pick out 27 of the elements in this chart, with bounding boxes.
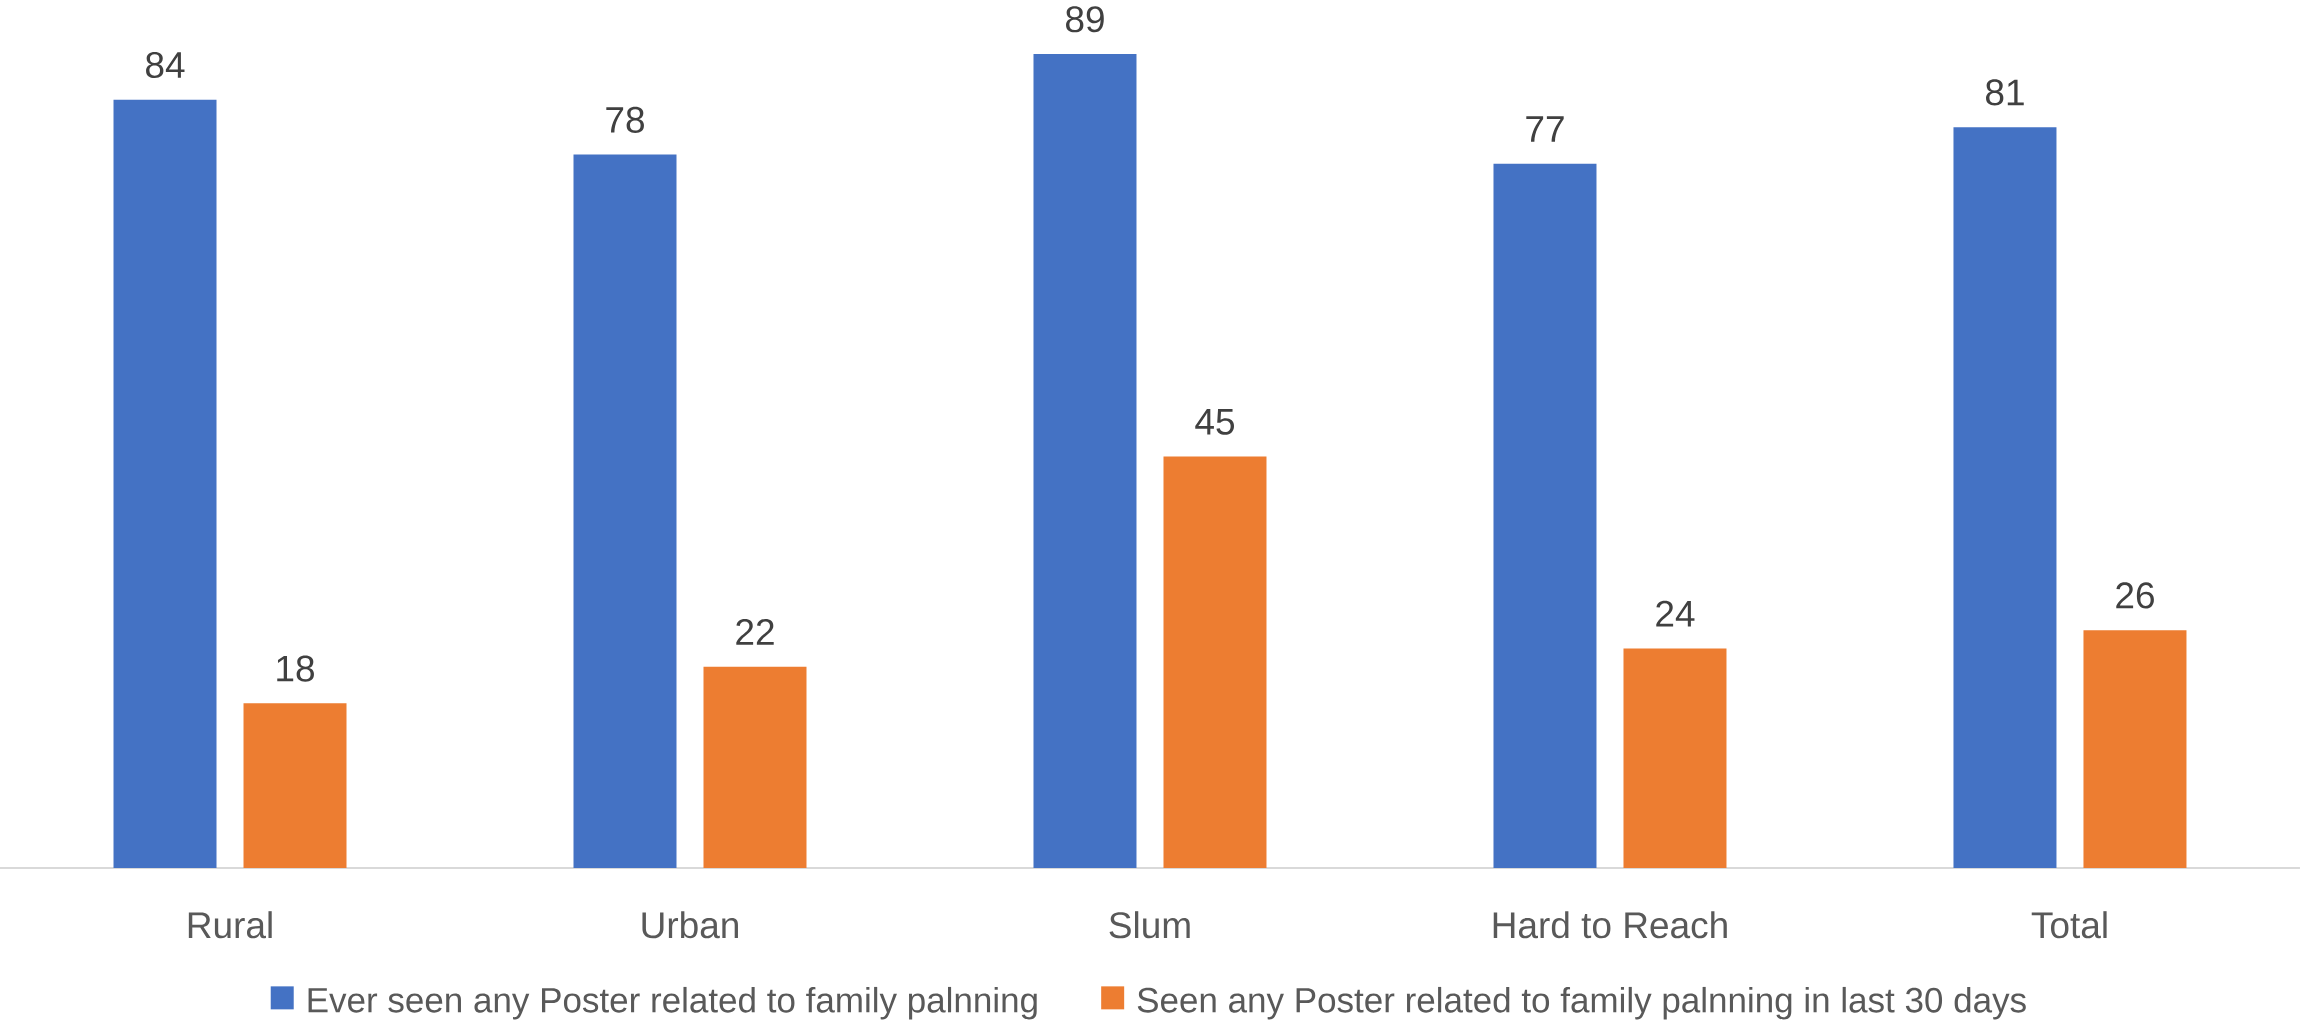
bar [1033,53,1137,868]
x-tick-label: Slum [1109,911,1190,939]
data-label: 22 [736,618,774,645]
data-label: 45 [1195,408,1235,435]
data-label: 26 [2116,582,2154,609]
data-label: 77 [1526,116,1564,142]
bar [1493,163,1597,868]
data-label: 84 [146,51,185,79]
bar [2083,630,2187,868]
data-label: 89 [1066,6,1104,33]
legend-label: Ever seen any Poster related to family palnning [308,986,1037,1020]
bar [243,703,347,868]
data-label: 78 [606,106,644,133]
bar [573,154,677,868]
data-label: 24 [1656,600,1695,627]
bar [1623,648,1727,868]
x-tick-label: Hard to Reach [1493,911,1727,939]
data-label: 81 [1986,79,2024,106]
bar [113,99,217,868]
bar [1953,127,2057,868]
legend-label: Seen any Poster related to family palnning in last 30 days [1137,986,2026,1020]
bar [1163,456,1267,868]
data-label: 18 [277,655,314,682]
x-tick-label: Rural [188,911,272,939]
bar [703,666,807,868]
x-tick-label: Total [2031,911,2107,939]
x-tick-label: Urban [642,911,738,939]
